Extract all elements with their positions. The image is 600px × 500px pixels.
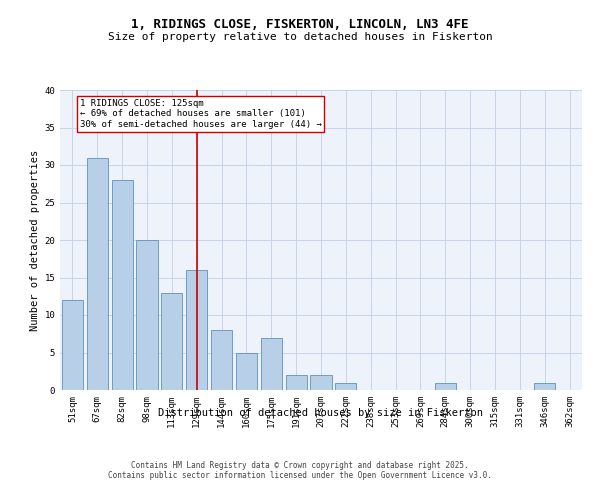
- Text: 1, RIDINGS CLOSE, FISKERTON, LINCOLN, LN3 4FE: 1, RIDINGS CLOSE, FISKERTON, LINCOLN, LN…: [131, 18, 469, 30]
- Bar: [136, 240, 158, 390]
- Bar: [310, 375, 332, 390]
- Y-axis label: Number of detached properties: Number of detached properties: [30, 150, 40, 330]
- Bar: [186, 270, 207, 390]
- Bar: [62, 300, 83, 390]
- Text: 1 RIDINGS CLOSE: 125sqm
← 69% of detached houses are smaller (101)
30% of semi-d: 1 RIDINGS CLOSE: 125sqm ← 69% of detache…: [80, 99, 322, 129]
- Bar: [261, 338, 282, 390]
- Bar: [286, 375, 307, 390]
- Bar: [87, 158, 108, 390]
- Bar: [211, 330, 232, 390]
- Bar: [534, 382, 555, 390]
- Bar: [435, 382, 456, 390]
- Text: Contains HM Land Registry data © Crown copyright and database right 2025.
Contai: Contains HM Land Registry data © Crown c…: [108, 460, 492, 480]
- Text: Size of property relative to detached houses in Fiskerton: Size of property relative to detached ho…: [107, 32, 493, 42]
- Bar: [161, 292, 182, 390]
- Bar: [112, 180, 133, 390]
- Bar: [236, 352, 257, 390]
- Bar: [335, 382, 356, 390]
- Text: Distribution of detached houses by size in Fiskerton: Distribution of detached houses by size …: [158, 408, 484, 418]
